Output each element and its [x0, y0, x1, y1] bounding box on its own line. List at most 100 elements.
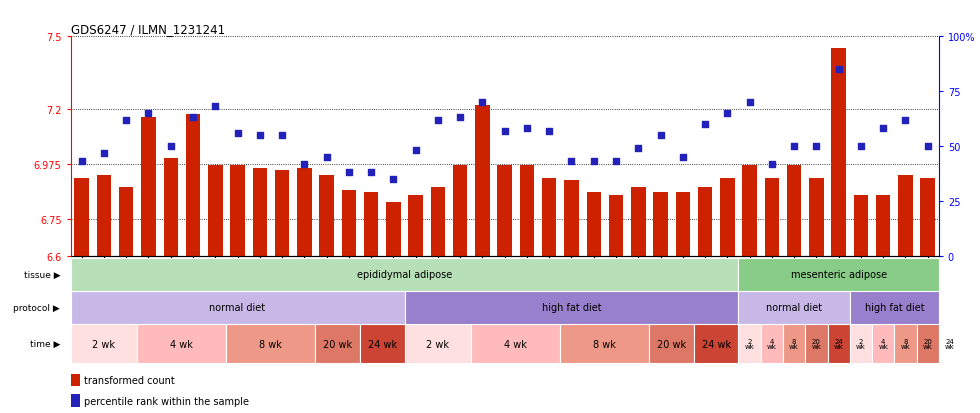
Bar — [319, 176, 334, 256]
Bar — [119, 188, 133, 256]
Bar — [739, 291, 850, 324]
Bar — [475, 105, 490, 256]
Point — [742, 100, 758, 106]
Bar — [899, 176, 912, 256]
Bar — [876, 195, 891, 256]
Point — [185, 115, 201, 121]
Point — [385, 176, 401, 183]
Text: epididymal adipose: epididymal adipose — [357, 270, 452, 280]
Point — [474, 100, 490, 106]
Bar — [675, 193, 690, 256]
Bar — [561, 324, 650, 363]
Point — [831, 66, 847, 73]
Bar — [809, 178, 823, 256]
Bar — [743, 166, 757, 256]
Text: 8
wk: 8 wk — [901, 338, 910, 349]
Text: normal diet: normal diet — [766, 303, 822, 313]
Point — [786, 143, 802, 150]
Point — [229, 130, 245, 137]
Bar — [542, 178, 557, 256]
Point — [163, 143, 178, 150]
Point — [318, 154, 334, 161]
Point — [875, 126, 891, 133]
Bar — [274, 171, 289, 256]
Bar — [720, 178, 735, 256]
Bar — [405, 291, 739, 324]
Bar — [226, 324, 316, 363]
Bar — [872, 324, 895, 363]
Bar — [430, 188, 445, 256]
Bar — [97, 176, 111, 256]
Point — [297, 161, 313, 167]
Text: 4 wk: 4 wk — [171, 339, 193, 349]
Text: 2 wk: 2 wk — [426, 339, 450, 349]
Bar — [316, 324, 360, 363]
Bar — [471, 324, 561, 363]
Text: mesenteric adipose: mesenteric adipose — [791, 270, 887, 280]
Point — [564, 159, 579, 165]
Text: 8
wk: 8 wk — [789, 338, 799, 349]
Point — [853, 143, 868, 150]
Point — [208, 104, 223, 111]
Text: 2 wk: 2 wk — [92, 339, 116, 349]
Point — [898, 117, 913, 123]
Point — [697, 121, 712, 128]
Text: 20
wk: 20 wk — [811, 338, 821, 349]
Text: 20
wk: 20 wk — [923, 338, 933, 349]
Bar — [71, 258, 739, 291]
Point — [74, 159, 89, 165]
Bar — [74, 178, 89, 256]
Bar — [297, 169, 312, 256]
Bar — [164, 159, 178, 256]
Bar — [806, 324, 827, 363]
Text: 8 wk: 8 wk — [260, 339, 282, 349]
Bar — [137, 324, 226, 363]
Point — [519, 126, 535, 133]
Text: percentile rank within the sample: percentile rank within the sample — [84, 396, 249, 406]
Point — [430, 117, 446, 123]
Point — [719, 110, 735, 117]
Point — [141, 110, 157, 117]
Bar — [787, 166, 802, 256]
Point — [808, 143, 824, 150]
Point — [341, 170, 357, 176]
Text: high fat diet: high fat diet — [542, 303, 602, 313]
Point — [408, 148, 423, 154]
Text: 2
wk: 2 wk — [745, 338, 755, 349]
Text: tissue ▶: tissue ▶ — [24, 270, 60, 279]
Bar — [253, 169, 267, 256]
Bar — [208, 166, 222, 256]
Point — [119, 117, 134, 123]
Text: 8 wk: 8 wk — [594, 339, 616, 349]
Text: 4 wk: 4 wk — [505, 339, 527, 349]
Bar — [783, 324, 806, 363]
Text: 20 wk: 20 wk — [323, 339, 352, 349]
Text: time ▶: time ▶ — [29, 339, 60, 348]
Text: 2
wk: 2 wk — [856, 338, 866, 349]
Bar — [760, 324, 783, 363]
Text: transformed count: transformed count — [84, 375, 175, 385]
Text: 20 wk: 20 wk — [658, 339, 686, 349]
Point — [920, 143, 936, 150]
Text: 24 wk: 24 wk — [368, 339, 397, 349]
Point — [453, 115, 468, 121]
Text: 4
wk: 4 wk — [878, 338, 888, 349]
Bar — [654, 193, 667, 256]
Text: 24 wk: 24 wk — [702, 339, 731, 349]
Bar — [609, 195, 623, 256]
Point — [364, 170, 379, 176]
Bar — [650, 324, 694, 363]
Bar — [364, 193, 378, 256]
Point — [630, 145, 646, 152]
Text: 24
wk: 24 wk — [834, 338, 844, 349]
Point — [764, 161, 780, 167]
Bar — [71, 374, 80, 386]
Bar — [141, 117, 156, 256]
Text: high fat diet: high fat diet — [864, 303, 924, 313]
Point — [609, 159, 624, 165]
Point — [96, 150, 112, 157]
Bar — [230, 166, 245, 256]
Bar — [186, 115, 200, 256]
Bar — [895, 324, 916, 363]
Point — [675, 154, 691, 161]
